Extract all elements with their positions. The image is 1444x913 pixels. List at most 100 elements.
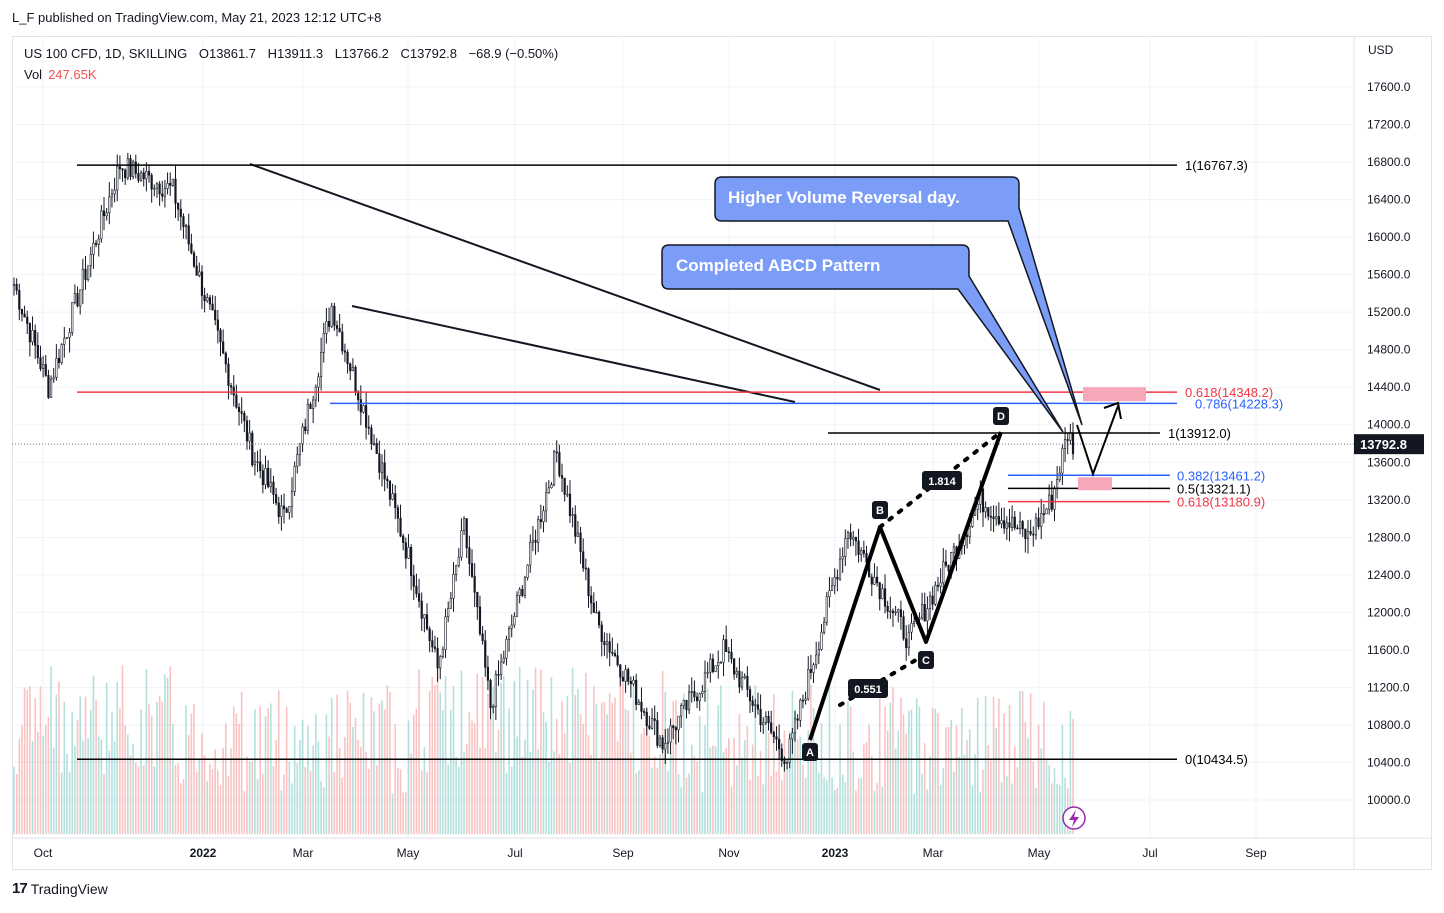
candle-body [433,646,437,649]
candle-body [799,699,802,721]
price-tick-label: 16800.0 [1367,155,1411,169]
candle-body [317,376,320,388]
candle-body [531,539,535,543]
volume-bar [918,706,921,834]
candle-body [343,350,347,353]
candle-body [476,591,479,608]
volume-bar [161,701,164,834]
abcd-point-label: D [997,411,1005,423]
volume-bar [415,708,418,834]
candle-body [272,481,275,495]
candle-body [457,556,460,567]
volume-bar [140,709,142,834]
candle-body [306,403,309,432]
currency-label[interactable]: USD [1368,43,1394,57]
time-tick-label: 2022 [190,846,217,860]
candle-body [1040,513,1043,527]
candle-body [931,595,934,605]
volume-bar [593,686,595,834]
volume-bar [179,783,182,834]
volume-bar [185,705,187,834]
symbol-name[interactable]: US 100 CFD, 1D, SKILLING [24,46,188,61]
candle-body [462,518,466,531]
volume-bar [505,772,508,834]
candle-body [394,493,397,508]
volume-bar [849,706,852,834]
candle-body [126,158,129,179]
volume-bar [362,692,365,834]
volume-bar [92,675,95,834]
volume-bar [187,735,190,834]
volume-bar [74,746,76,834]
candle-body [672,725,675,728]
target-zone-upper [1083,387,1146,402]
candle-body [431,640,434,648]
abcd-point-marker [918,651,934,669]
candle-body [100,210,103,240]
time-tick-label: Jul [1142,846,1157,860]
volume-bar [463,751,465,834]
candle-body [703,672,707,692]
footer-brand[interactable]: 17 TradingView [12,880,108,897]
price-tick-label: 13200.0 [1367,493,1411,507]
candle-body [804,698,807,701]
candle-body [878,582,881,600]
volume-bar [365,751,367,834]
candle-body [267,467,270,488]
candle-body [492,706,495,708]
volume-bar [794,709,796,834]
candle-body [142,172,145,180]
candle-body [576,532,580,537]
volume-bar [58,681,60,834]
candle-body [15,283,18,291]
volume-bar [873,790,876,834]
candle-body [81,268,84,291]
candle-body [192,252,196,267]
chart-frame [12,36,1432,870]
tradingview-logo-icon: 17 [12,880,28,897]
candle-body [637,701,640,705]
candle-body [545,492,548,512]
volume-bar [608,693,611,834]
candle-body [507,628,511,640]
volume-bar [585,672,587,834]
candle-body [76,293,79,307]
candle-body [552,451,556,486]
candle-body [529,541,532,566]
volume-bar [1048,765,1050,834]
volume-bar [227,775,230,834]
candle-body [886,605,889,612]
candle-body [12,283,16,286]
volume-bar [18,738,21,834]
candle-body [836,576,839,580]
candle-body [547,487,550,494]
last-price-tag [1354,434,1424,455]
volume-bar [13,766,15,834]
price-tick-label: 10800.0 [1367,718,1411,732]
projection-path [1076,405,1119,478]
candle-body [179,208,182,217]
candle-body [304,426,307,432]
candle-body [828,590,831,598]
volume-bar [381,700,383,834]
volume-bar [407,720,410,834]
volume-bar [97,736,100,834]
volume-bar [317,741,320,834]
candle-body [751,700,754,706]
target-zone-lower [1078,477,1112,491]
candle-body [227,363,230,386]
price-tick-label: 17200.0 [1367,118,1411,132]
candle-body [423,614,426,619]
volume-bar [1027,738,1029,834]
candle-body [1005,522,1008,529]
volume-bar [111,712,113,834]
volume-bar [881,786,884,834]
volume-bar [370,697,373,834]
candle-body [383,462,386,480]
volume-bar [116,682,119,834]
candle-body [55,358,58,378]
price-tick-label: 15200.0 [1367,305,1411,319]
volume-bar [195,771,198,834]
candle-body [288,506,291,513]
